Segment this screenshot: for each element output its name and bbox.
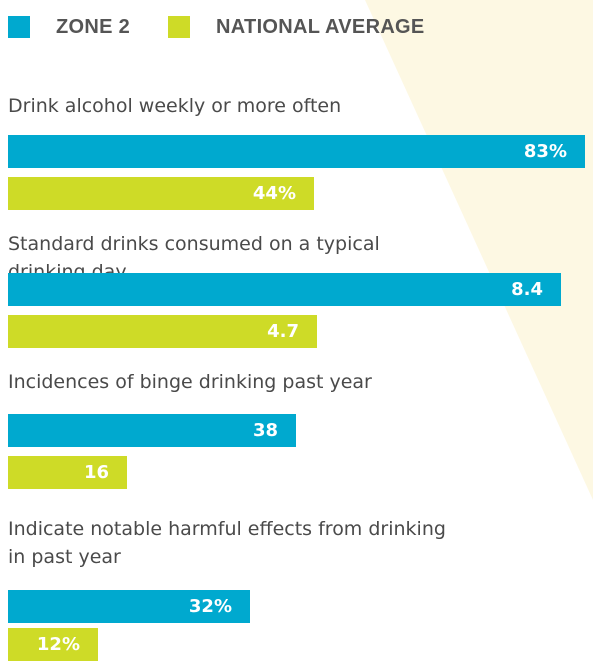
- bar-zone2-harmful-effects: 32%: [8, 590, 250, 623]
- legend-label-national-average: NATIONAL AVERAGE: [216, 15, 425, 38]
- category-label-binge-drinking: Incidences of binge drinking past year: [8, 371, 372, 393]
- bar-zone2-standard-drinks: 8.4: [8, 273, 561, 306]
- legend-swatch-national-average: [168, 16, 191, 38]
- bar-zone2-binge-drinking: 38: [8, 414, 296, 447]
- legend-item-zone-2: ZONE 2: [8, 16, 130, 39]
- legend: ZONE 2 NATIONAL AVERAGE: [8, 12, 463, 42]
- legend-swatch-zone-2: [8, 16, 30, 38]
- category-label-harmful-effects: Indicate notable harmful effects from dr…: [8, 518, 446, 568]
- legend-item-national-average: NATIONAL AVERAGE: [168, 16, 425, 39]
- bar-national-binge-drinking: 16: [8, 456, 127, 489]
- category-label-weekly-drinking: Drink alcohol weekly or more often: [8, 95, 342, 117]
- bar-national-harmful-effects: 12%: [8, 628, 98, 661]
- bar-national-weekly-drinking: 44%: [8, 177, 314, 210]
- bar-national-standard-drinks: 4.7: [8, 315, 317, 348]
- legend-label-zone-2: ZONE 2: [56, 15, 131, 38]
- background-triangle: [365, 0, 593, 500]
- bar-zone2-weekly-drinking: 83%: [8, 135, 585, 168]
